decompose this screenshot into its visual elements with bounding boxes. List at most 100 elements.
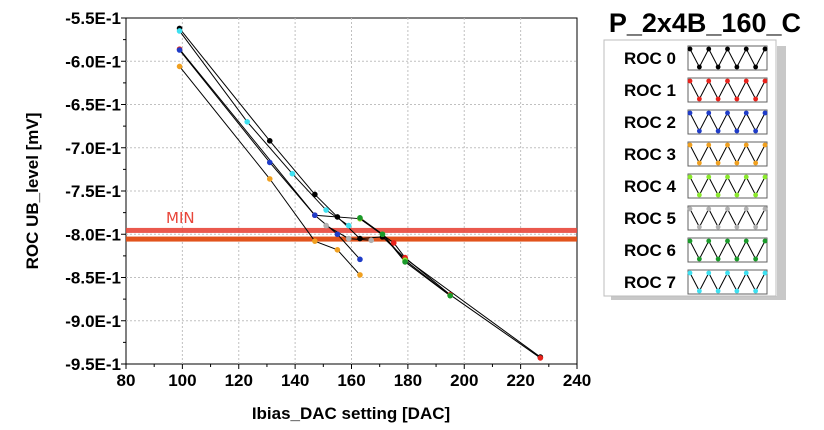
legend-swatch-marker	[687, 46, 693, 52]
legend-swatch-marker	[753, 96, 759, 102]
x-tick-label: 160	[337, 371, 365, 390]
legend-swatch-marker	[762, 270, 768, 276]
legend-swatch-marker	[715, 128, 721, 134]
x-tick-label: 220	[506, 371, 534, 390]
legend-swatch-marker	[687, 270, 693, 276]
legend-swatch-marker	[762, 46, 768, 52]
legend-swatch-marker	[715, 256, 721, 262]
series-layer	[176, 25, 544, 361]
y-tick-label: -9.0E-1	[65, 312, 121, 331]
series-line-6	[359, 217, 451, 297]
legend-swatch-marker	[696, 192, 702, 198]
legend-swatch-marker	[743, 238, 749, 244]
legend-label: ROC 5	[624, 209, 676, 228]
legend-swatch-marker	[743, 142, 749, 148]
legend-swatch-marker	[743, 206, 749, 212]
legend-swatch-marker	[734, 224, 740, 230]
legend-swatch-marker	[762, 110, 768, 116]
legend-swatch-marker	[687, 238, 693, 244]
legend-swatch-marker	[743, 270, 749, 276]
legend-swatch-marker	[725, 206, 730, 212]
legend-swatch-marker	[743, 110, 749, 116]
legend-swatch-marker	[743, 78, 749, 84]
data-point	[266, 159, 273, 166]
y-tick-label: -8.0E-1	[65, 225, 121, 244]
x-tick-label: 140	[281, 371, 309, 390]
data-point	[334, 247, 341, 253]
data-point	[345, 222, 352, 229]
legend-swatch-marker	[734, 64, 740, 70]
x-tick-label: 80	[117, 371, 136, 390]
data-point	[312, 191, 318, 198]
x-tick-label: 120	[225, 371, 253, 390]
graph-title: P_2x4B_160_C	[609, 8, 801, 38]
legend-swatch-marker	[734, 96, 740, 102]
data-point	[334, 231, 341, 238]
legend-label: ROC 0	[624, 49, 676, 68]
legend-swatch-marker	[696, 128, 702, 134]
data-point	[176, 28, 183, 34]
legend-swatch-marker	[696, 256, 702, 262]
legend-shadow	[777, 46, 786, 300]
legend-swatch-marker	[706, 174, 712, 180]
legend-swatch-marker	[696, 64, 702, 70]
legend-swatch-marker	[725, 46, 730, 52]
data-point	[537, 355, 544, 361]
data-point	[334, 214, 341, 220]
ticks: 80 100 120 140 160 180 200 220 240 -5.5E-1 -6.0E-1…	[65, 9, 591, 390]
legend-swatch-marker	[753, 256, 759, 262]
legend-label: ROC 3	[624, 145, 676, 164]
legend-swatch-marker	[753, 288, 759, 294]
x-tick-label: 100	[168, 371, 196, 390]
x-tick-label: 240	[563, 371, 591, 390]
legend-label: ROC 7	[624, 273, 676, 292]
y-tick-label: -6.0E-1	[65, 52, 121, 71]
legend-swatch-marker	[715, 224, 721, 230]
data-point	[312, 238, 318, 244]
legend-swatch-marker	[762, 142, 768, 148]
legend-swatch-marker	[715, 96, 721, 102]
legend-swatch-marker	[696, 96, 702, 102]
data-point	[176, 63, 183, 70]
x-axis-title: Ibias_DAC setting [DAC]	[252, 404, 450, 423]
legend-swatch-marker	[706, 206, 712, 212]
data-point	[357, 272, 363, 278]
legend-swatch-marker	[706, 238, 712, 244]
legend-swatch-marker	[715, 160, 721, 166]
legend-swatch-marker	[734, 288, 740, 294]
legend-swatch-marker	[753, 160, 759, 166]
legend-swatch-marker	[734, 128, 740, 134]
data-point	[176, 47, 183, 53]
y-axis-title: ROC UB_level [mV]	[23, 113, 42, 270]
data-point	[244, 119, 251, 125]
legend: ROC 0 ROC 1 ROC 2 ROC 3 ROC 4 ROC 5 ROC 6 ROC 7	[603, 39, 786, 300]
data-point	[368, 237, 375, 244]
legend-label: ROC 6	[624, 241, 676, 260]
data-point	[357, 215, 363, 221]
data-point	[289, 170, 296, 177]
legend-swatch-marker	[725, 238, 730, 244]
legend-swatch-marker	[734, 256, 740, 262]
data-point	[447, 292, 453, 299]
data-point	[402, 259, 408, 265]
legend-label: ROC 1	[624, 81, 676, 100]
data-point	[390, 240, 397, 246]
legend-swatch-marker	[696, 288, 702, 294]
legend-swatch-marker	[715, 64, 721, 70]
grid	[126, 18, 577, 364]
legend-swatch-marker	[696, 160, 702, 166]
legend-swatch-marker	[687, 110, 693, 116]
data-point	[357, 256, 363, 263]
legend-swatch-marker	[725, 110, 730, 116]
legend-swatch-marker	[687, 206, 693, 212]
legend-swatch-marker	[706, 270, 712, 276]
data-point	[323, 207, 329, 213]
legend-swatch-marker	[743, 46, 749, 52]
legend-swatch-marker	[696, 224, 702, 230]
legend-swatch-marker	[762, 78, 768, 84]
y-tick-label: -7.0E-1	[65, 139, 121, 158]
legend-swatch-marker	[725, 78, 730, 84]
legend-swatch-marker	[734, 192, 740, 198]
data-point	[379, 231, 386, 238]
